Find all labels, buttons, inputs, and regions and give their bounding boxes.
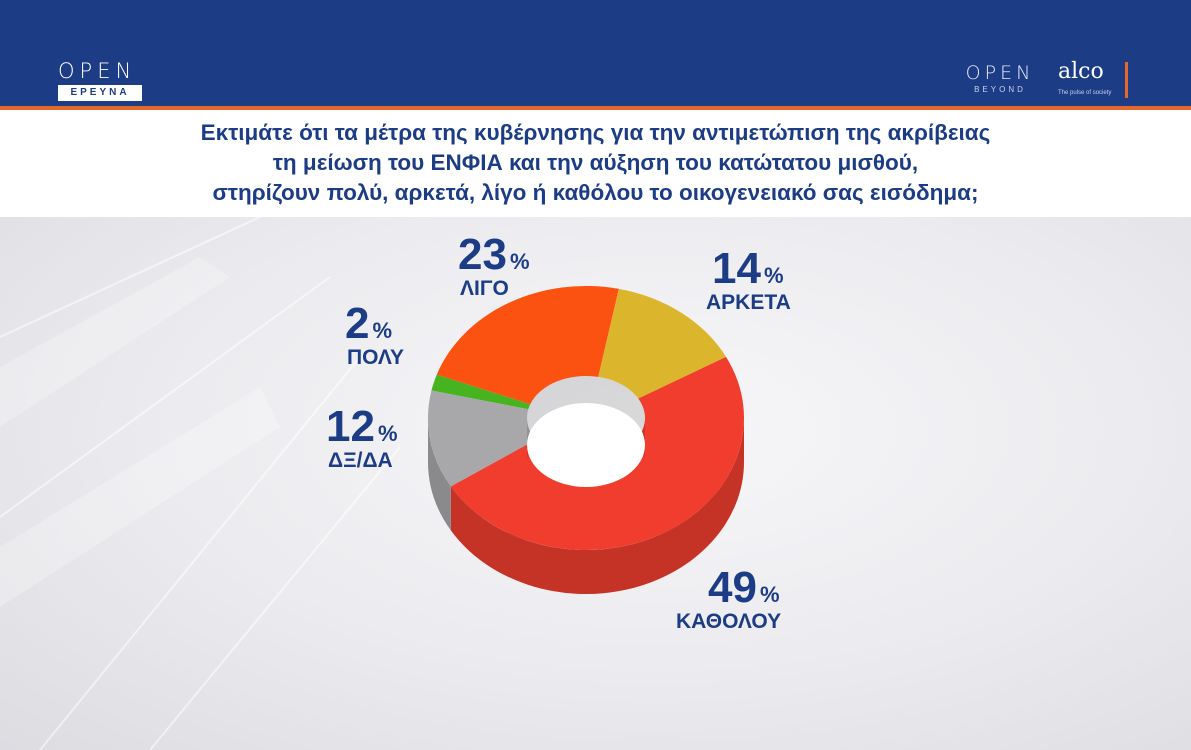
label-poly: 2% ΠΟΛΥ	[345, 302, 404, 370]
alco-tagline: The pulse of society	[1058, 90, 1112, 96]
slice-value: 49	[708, 563, 757, 612]
slice-value: 12	[326, 402, 375, 451]
partner-divider	[1125, 62, 1128, 98]
open-ereuna-logo: OPEN ΕΡΕΥΝΑ	[58, 60, 144, 101]
slice-value: 23	[458, 230, 507, 279]
background-decoration	[0, 217, 401, 750]
question-line-3: στηρίζουν πολύ, αρκετά, λίγο ή καθόλου τ…	[212, 180, 979, 205]
slice-unit: %	[377, 421, 398, 446]
slice-ΛΙΓΟ	[436, 286, 619, 405]
alco-logo: alco The pulse of society	[1058, 59, 1112, 97]
question-line-2: τη μείωση του ΕΝΦΙΑ και την αύξηση του κ…	[272, 150, 919, 175]
slice-ΠΟΛΥ	[431, 374, 531, 410]
slice-value: 2	[345, 299, 370, 348]
logo-tag: ΕΡΕΥΝΑ	[58, 85, 142, 101]
slice-value: 14	[712, 244, 761, 293]
slice-label: ΔΞ/ΔΑ	[328, 449, 393, 472]
slice-label: ΚΑΘΟΛΟΥ	[676, 610, 782, 633]
label-dxda: 12% ΔΞ/ΔΑ	[326, 405, 398, 473]
question-line-1: Εκτιμάτε ότι τα μέτρα της κυβέρνησης για…	[200, 120, 991, 145]
donut-hole	[527, 403, 645, 487]
question-band	[0, 110, 1191, 217]
alco-word: alco	[1058, 59, 1104, 84]
header-bar	[0, 0, 1191, 106]
header-accent-line	[0, 106, 1191, 110]
slice-side-ΔΞ/ΔΑ	[428, 418, 451, 531]
logo-word: OPEN	[58, 59, 137, 83]
slice-label: ΑΡΚΕΤΑ	[706, 291, 791, 314]
logo-subtitle: BEYOND	[974, 85, 1026, 94]
label-katholou: 49% ΚΑΘΟΛΟΥ	[676, 566, 781, 634]
slice-ΚΑΘΟΛΟΥ	[450, 356, 744, 550]
label-arketa: 14% ΑΡΚΕΤΑ	[706, 247, 791, 315]
slice-ΑΡΚΕΤΑ	[598, 288, 727, 399]
slice-unit: %	[509, 249, 530, 274]
poll-question: Εκτιμάτε ότι τα μέτρα της κυβέρνησης για…	[0, 118, 1191, 208]
slice-label: ΛΙΓΟ	[460, 277, 509, 300]
logo-word: OPEN	[965, 62, 1035, 84]
slice-unit: %	[372, 318, 393, 343]
slice-unit: %	[759, 582, 780, 607]
slice-label: ΠΟΛΥ	[347, 346, 405, 369]
slice-side-ΚΑΘΟΛΟΥ	[450, 418, 744, 595]
slice-unit: %	[763, 263, 784, 288]
slice-ΔΞ/ΔΑ	[427, 390, 536, 487]
open-beyond-logo: OPEN BEYOND	[958, 63, 1042, 94]
label-ligo: 23% ΛΙΓΟ	[458, 233, 530, 301]
